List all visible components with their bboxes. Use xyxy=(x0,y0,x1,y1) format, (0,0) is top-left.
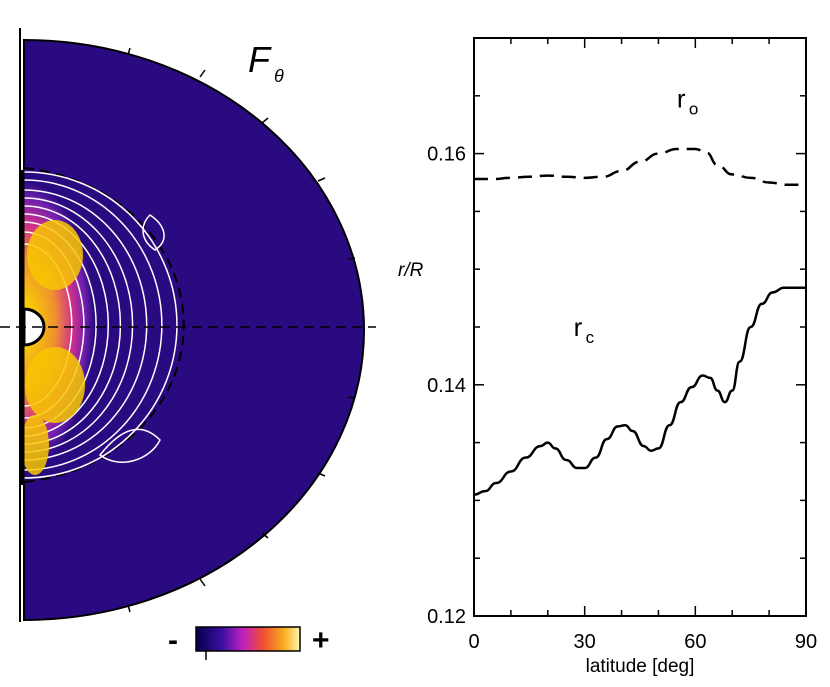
x-tick-label: 0 xyxy=(468,631,479,653)
colorbar: - + xyxy=(168,624,330,660)
outer-half-disk xyxy=(23,38,365,622)
x-tick-label: 60 xyxy=(684,631,706,653)
x-tick-label: 30 xyxy=(574,631,596,653)
x-axis-label: latitude [deg] xyxy=(586,656,695,677)
y-tick-label: 0.12 xyxy=(427,606,466,628)
tangent-boundary-dashed xyxy=(23,167,185,483)
panel-title-F: F xyxy=(248,39,272,80)
colorbar-min-label: - xyxy=(168,624,178,657)
series-group: r or c xyxy=(473,83,806,496)
colorbar-max-label: + xyxy=(312,624,330,657)
x-tick-label: 90 xyxy=(795,631,817,653)
y-tick-label: 0.14 xyxy=(427,375,466,397)
series-label-sub-r_c: c xyxy=(586,328,595,347)
series-line-r_o xyxy=(473,147,806,187)
meridional-slice xyxy=(0,28,376,622)
plot-frame xyxy=(473,37,807,617)
outer-boundary-ticks xyxy=(127,47,356,613)
series-label-sub-r_o: o xyxy=(689,99,698,118)
x-ticks: 0 30 60 90 xyxy=(468,38,817,653)
y-tick-label: 0.16 xyxy=(427,144,466,166)
series-line-r_c xyxy=(473,286,806,496)
y-ticks: 0.12 0.14 0.16 xyxy=(427,37,806,628)
y-axis-label: r/R xyxy=(398,260,424,281)
colorbar-gradient xyxy=(195,626,301,652)
line-chart: 0.120.140.16 0 30 60 90 r or c r/R latitude [… xyxy=(398,37,817,677)
series-label-r_c: r xyxy=(574,312,583,342)
yellow-blobs xyxy=(21,220,85,475)
series-label-r_o: r xyxy=(677,83,686,113)
panel-title-subscript: θ xyxy=(274,66,284,86)
